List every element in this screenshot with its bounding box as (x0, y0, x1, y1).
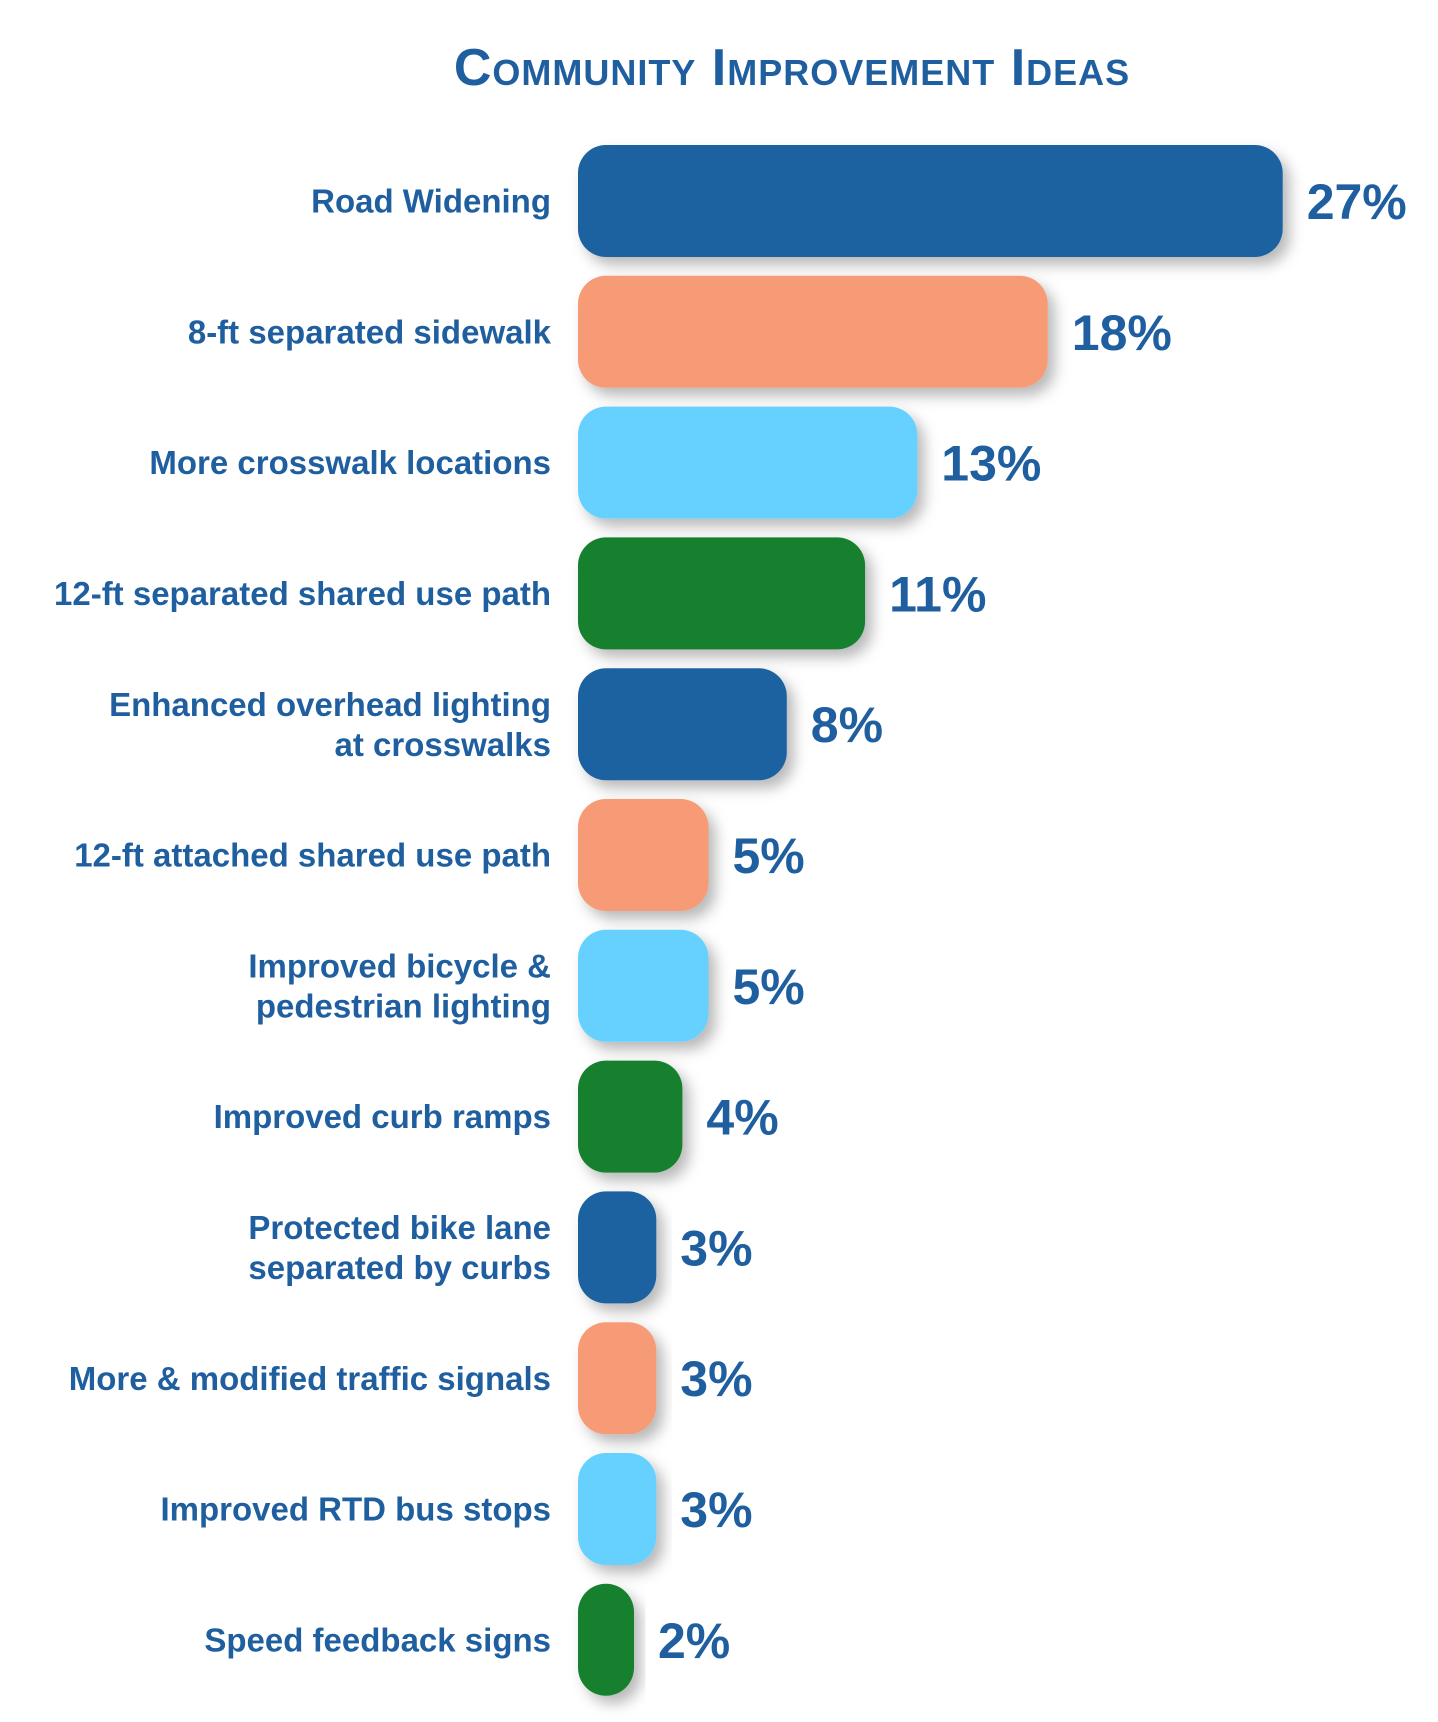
chart-title: Community Improvement Ideas (454, 39, 1130, 97)
category-label: Speed feedback signs (204, 1621, 551, 1658)
category-label: More crosswalk locations (149, 444, 551, 481)
bar (578, 1453, 657, 1565)
value-label: 8% (811, 697, 883, 753)
value-label: 4% (706, 1090, 778, 1146)
category-label: separated by curbs (248, 1249, 551, 1286)
bar (578, 1322, 657, 1435)
bar (578, 145, 1283, 257)
bar (578, 406, 918, 519)
category-label: Road Widening (311, 183, 551, 220)
category-label: Improved curb ramps (214, 1098, 551, 1135)
category-label: More & modified traffic signals (69, 1360, 551, 1397)
bar (578, 537, 866, 650)
category-label: at crosswalks (335, 726, 551, 763)
bar-rows: Road Widening 27% 8-ft separated sidewalk 1… (54, 145, 1407, 1696)
bar (578, 275, 1048, 388)
value-label: 2% (658, 1613, 730, 1669)
bar (578, 799, 709, 911)
category-label: Improved RTD bus stops (160, 1491, 551, 1528)
value-label: 5% (733, 959, 805, 1015)
bar (578, 1583, 634, 1696)
value-label: 3% (680, 1482, 752, 1538)
bar (578, 929, 709, 1042)
value-label: 3% (680, 1220, 752, 1276)
bar (578, 1191, 657, 1304)
category-label: Enhanced overhead lighting (109, 686, 551, 723)
bar (578, 668, 787, 781)
value-label: 27% (1307, 174, 1407, 230)
value-label: 11% (889, 566, 986, 622)
category-label: pedestrian lighting (256, 987, 551, 1024)
value-label: 18% (1072, 305, 1172, 361)
category-label: Improved bicycle & (248, 947, 551, 984)
value-label: 5% (733, 828, 805, 884)
bar (578, 1060, 683, 1173)
category-label: 8-ft separated sidewalk (188, 313, 552, 350)
value-label: 13% (941, 436, 1041, 492)
category-label: 12-ft attached shared use path (74, 837, 551, 874)
value-label: 3% (680, 1351, 752, 1407)
category-label: Protected bike lane (248, 1209, 551, 1246)
category-label: 12-ft separated shared use path (54, 575, 551, 612)
